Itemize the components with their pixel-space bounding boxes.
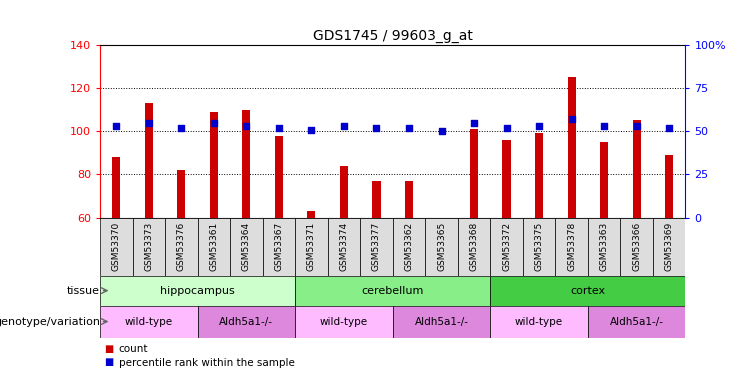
Bar (308, 211, 316, 217)
Bar (523, 217, 555, 276)
Bar (491, 276, 685, 306)
Bar (393, 306, 491, 338)
Text: GSM53372: GSM53372 (502, 222, 511, 271)
Bar (633, 120, 641, 218)
Text: GSM53362: GSM53362 (405, 222, 413, 271)
Bar (653, 217, 685, 276)
Text: cerebellum: cerebellum (362, 286, 424, 296)
Bar (177, 170, 185, 217)
Bar (262, 217, 295, 276)
Bar (100, 276, 295, 306)
Bar (133, 217, 165, 276)
Text: GSM53366: GSM53366 (632, 222, 641, 271)
Point (110, 123, 122, 129)
Bar (600, 142, 608, 218)
Point (208, 120, 220, 126)
Bar (144, 103, 153, 218)
Bar (665, 155, 674, 218)
Point (338, 123, 350, 129)
Bar (393, 217, 425, 276)
Bar (458, 217, 491, 276)
Bar (230, 217, 262, 276)
Text: GSM53363: GSM53363 (599, 222, 608, 271)
Text: percentile rank within the sample: percentile rank within the sample (119, 357, 294, 368)
Bar (295, 217, 328, 276)
Bar (328, 217, 360, 276)
Text: hippocampus: hippocampus (160, 286, 235, 296)
Point (631, 123, 642, 129)
Bar (425, 217, 458, 276)
Text: GSM53373: GSM53373 (144, 222, 153, 271)
Text: GSM53377: GSM53377 (372, 222, 381, 271)
Text: wild-type: wild-type (320, 316, 368, 327)
Text: GSM53364: GSM53364 (242, 222, 251, 271)
Bar (242, 110, 250, 218)
Bar (295, 276, 491, 306)
Point (176, 125, 187, 131)
Text: GSM53369: GSM53369 (665, 222, 674, 271)
Bar (502, 140, 511, 218)
Bar (112, 157, 120, 218)
Point (534, 123, 545, 129)
Text: ■: ■ (104, 344, 113, 354)
Bar (165, 217, 198, 276)
Bar (100, 217, 133, 276)
Bar (100, 306, 198, 338)
Text: GSM53367: GSM53367 (274, 222, 283, 271)
Text: GSM53374: GSM53374 (339, 222, 348, 271)
Text: GSM53375: GSM53375 (534, 222, 544, 271)
Text: GSM53371: GSM53371 (307, 222, 316, 271)
Point (370, 125, 382, 131)
Bar (588, 217, 620, 276)
Bar (198, 217, 230, 276)
Text: GSM53368: GSM53368 (470, 222, 479, 271)
Text: tissue: tissue (67, 286, 100, 296)
Title: GDS1745 / 99603_g_at: GDS1745 / 99603_g_at (313, 28, 473, 43)
Text: genotype/variation: genotype/variation (0, 316, 100, 327)
Text: GSM53370: GSM53370 (112, 222, 121, 271)
Bar (620, 217, 653, 276)
Bar (295, 306, 393, 338)
Bar (555, 217, 588, 276)
Text: GSM53361: GSM53361 (210, 222, 219, 271)
Text: Aldh5a1-/-: Aldh5a1-/- (414, 316, 468, 327)
Text: GSM53378: GSM53378 (567, 222, 576, 271)
Text: Aldh5a1-/-: Aldh5a1-/- (610, 316, 664, 327)
Bar (210, 112, 218, 218)
Point (403, 125, 415, 131)
Bar (568, 77, 576, 218)
Bar (588, 306, 685, 338)
Point (468, 120, 480, 126)
Point (663, 125, 675, 131)
Bar (491, 217, 523, 276)
Point (501, 125, 513, 131)
Text: wild-type: wild-type (515, 316, 563, 327)
Point (143, 120, 155, 126)
Text: ■: ■ (104, 357, 113, 368)
Text: Aldh5a1-/-: Aldh5a1-/- (219, 316, 273, 327)
Bar (491, 306, 588, 338)
Bar (275, 136, 283, 218)
Point (305, 126, 317, 132)
Bar (535, 134, 543, 218)
Point (598, 123, 610, 129)
Bar (360, 217, 393, 276)
Bar (373, 181, 381, 218)
Point (565, 116, 577, 122)
Point (240, 123, 252, 129)
Text: GSM53365: GSM53365 (437, 222, 446, 271)
Point (273, 125, 285, 131)
Text: cortex: cortex (571, 286, 605, 296)
Bar (405, 181, 413, 218)
Text: count: count (119, 344, 148, 354)
Bar (340, 166, 348, 218)
Point (436, 128, 448, 134)
Bar (198, 306, 295, 338)
Bar (470, 129, 478, 218)
Text: wild-type: wild-type (124, 316, 173, 327)
Text: GSM53376: GSM53376 (177, 222, 186, 271)
